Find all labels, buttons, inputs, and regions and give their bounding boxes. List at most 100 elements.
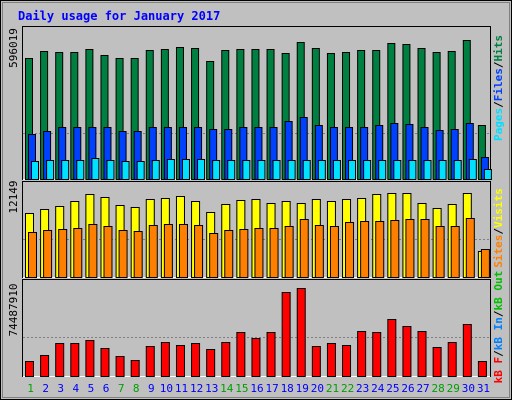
day-label: 28 bbox=[432, 382, 445, 395]
bar bbox=[390, 220, 400, 278]
legend-entry: / bbox=[492, 310, 505, 317]
day-label: 15 bbox=[235, 382, 248, 395]
day-label: 24 bbox=[371, 382, 385, 395]
bar bbox=[254, 228, 264, 278]
bar bbox=[450, 226, 460, 278]
bar bbox=[100, 348, 110, 377]
day-label: 16 bbox=[250, 382, 263, 395]
bar bbox=[43, 230, 53, 278]
bar bbox=[317, 160, 326, 180]
day-label: 6 bbox=[103, 382, 110, 395]
day-label: 26 bbox=[401, 382, 414, 395]
bar bbox=[85, 340, 95, 377]
bar bbox=[178, 224, 188, 278]
day-label: 1 bbox=[27, 382, 34, 395]
bar bbox=[118, 230, 128, 278]
legend-entry: / bbox=[492, 101, 505, 108]
axis-max-label: 12149 bbox=[7, 180, 20, 213]
bar bbox=[28, 232, 37, 278]
day-label: 23 bbox=[356, 382, 369, 395]
day-label: 3 bbox=[57, 382, 64, 395]
bar bbox=[121, 161, 130, 180]
axis-max-label: 74487910 bbox=[7, 284, 20, 337]
day-label: 30 bbox=[462, 382, 475, 395]
bar bbox=[435, 226, 445, 278]
bar bbox=[206, 349, 216, 377]
bar bbox=[106, 160, 115, 180]
bar bbox=[269, 228, 279, 278]
bar bbox=[136, 161, 145, 180]
legend: kB F/kB In/kB Out bbox=[492, 271, 505, 384]
bar bbox=[281, 292, 291, 377]
day-label: 31 bbox=[477, 382, 490, 395]
bar bbox=[468, 159, 477, 180]
bar bbox=[25, 361, 34, 377]
bar bbox=[447, 342, 457, 377]
day-label: 8 bbox=[133, 382, 140, 395]
bar bbox=[423, 160, 432, 180]
bar bbox=[251, 338, 261, 377]
bar bbox=[58, 229, 68, 278]
bar bbox=[483, 169, 492, 180]
bar bbox=[329, 226, 339, 278]
day-label: 7 bbox=[118, 382, 125, 395]
bar bbox=[387, 319, 397, 377]
bar bbox=[257, 160, 266, 180]
day-label: 18 bbox=[281, 382, 294, 395]
bar bbox=[175, 345, 185, 377]
bar bbox=[239, 229, 249, 278]
bar bbox=[197, 159, 206, 180]
bar bbox=[408, 160, 417, 180]
bar bbox=[31, 161, 39, 180]
bar bbox=[402, 326, 412, 377]
bar bbox=[266, 332, 276, 377]
bars bbox=[25, 40, 492, 377]
day-label: 14 bbox=[220, 382, 234, 395]
bar bbox=[130, 360, 140, 377]
legend: Pages/Files/Hits bbox=[492, 35, 505, 141]
bar bbox=[148, 225, 158, 278]
bar bbox=[194, 225, 204, 278]
day-label: 29 bbox=[447, 382, 460, 395]
day-label: 19 bbox=[296, 382, 309, 395]
bar bbox=[372, 332, 382, 377]
day-labels: 1 2 3 4 5 6 7 8 9 10 11 12 13 14 15 16 17 18 19 20 21 22 23 24 2… bbox=[27, 382, 490, 395]
bar bbox=[55, 343, 65, 377]
bar bbox=[61, 160, 70, 180]
day-label: 17 bbox=[265, 382, 278, 395]
bar bbox=[342, 345, 352, 377]
legend-entry: / bbox=[492, 350, 505, 357]
bar bbox=[363, 160, 372, 180]
bar bbox=[432, 347, 442, 377]
bar bbox=[166, 159, 175, 180]
legend-entry: Pages bbox=[492, 108, 505, 141]
bar bbox=[375, 221, 385, 278]
bar bbox=[133, 231, 143, 278]
bar bbox=[311, 346, 321, 377]
bar bbox=[212, 160, 221, 180]
bar bbox=[46, 160, 55, 180]
bar bbox=[314, 225, 324, 278]
bar bbox=[181, 159, 190, 180]
bar bbox=[151, 160, 160, 180]
bar bbox=[357, 331, 367, 377]
bar bbox=[70, 343, 80, 377]
chart-title: Daily usage for January 2017 bbox=[18, 9, 220, 23]
legend-entry: kB F bbox=[492, 357, 505, 384]
bar bbox=[480, 249, 490, 278]
bar bbox=[76, 160, 85, 180]
bar bbox=[221, 342, 231, 377]
day-label: 10 bbox=[160, 382, 173, 395]
bar bbox=[227, 160, 236, 180]
legend-entry: / bbox=[492, 228, 505, 235]
bar bbox=[236, 332, 246, 377]
bar bbox=[326, 343, 336, 377]
legend-entry: Sites bbox=[492, 235, 505, 268]
axis-labels: 596019 12149 74487910 bbox=[7, 28, 20, 336]
bar bbox=[163, 224, 173, 278]
bar bbox=[242, 160, 251, 180]
bar bbox=[209, 233, 219, 278]
